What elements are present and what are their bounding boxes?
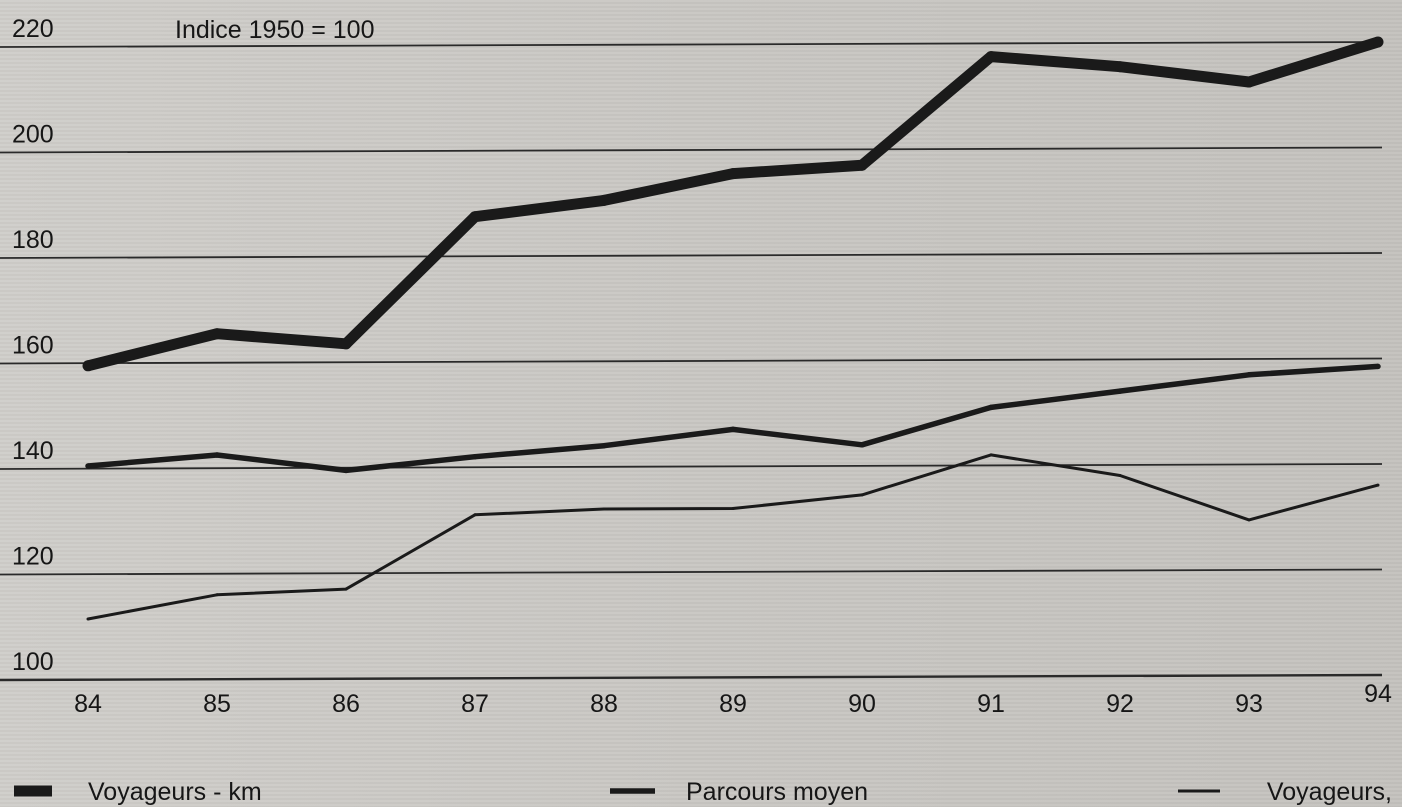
data-point-thick-93 (1243, 76, 1255, 88)
x-tick-label-89: 89 (719, 690, 747, 718)
gridline-220 (0, 41, 1383, 48)
x-tick-label-85: 85 (203, 690, 231, 718)
data-point-thick-86 (340, 338, 352, 350)
x-tick-label-88: 88 (590, 690, 618, 718)
data-point-thin-88 (602, 507, 606, 511)
data-point-medium-87 (472, 453, 478, 460)
x-tick-label-84: 84 (74, 690, 102, 718)
legend-label-thick: Voyageurs - km (88, 778, 262, 806)
gridline-160 (0, 357, 1383, 365)
data-point-thick-88 (598, 194, 610, 206)
series-line-thin (87, 453, 1379, 621)
y-tick-label-180: 180 (12, 226, 54, 254)
gridline-140 (0, 463, 1383, 470)
data-point-thick-91 (985, 51, 997, 63)
x-tick-label-91: 91 (977, 690, 1005, 718)
series-line-thick (86, 36, 1380, 372)
x-tick-label-90: 90 (848, 690, 876, 718)
legend-label-thin: Voyageurs, (1267, 778, 1392, 806)
data-point-thick-84 (82, 360, 94, 372)
gridline-180 (0, 252, 1383, 259)
data-point-thick-90 (856, 159, 868, 171)
gridline-200 (0, 146, 1383, 154)
x-tick-label-93: 93 (1235, 690, 1263, 718)
x-tick-label-92: 92 (1106, 690, 1134, 718)
y-tick-label-120: 120 (12, 543, 54, 571)
data-point-thin-89 (731, 507, 735, 510)
y-tick-label-220: 220 (12, 15, 54, 43)
y-tick-label-140: 140 (12, 437, 54, 465)
data-point-thin-84 (86, 617, 90, 621)
x-axis-tick-labels: 84 85 86 87 88 89 90 91 92 93 94 (74, 680, 1392, 718)
data-point-thin-91 (989, 453, 993, 457)
legend-label-medium: Parcours moyen (686, 778, 868, 806)
x-tick-label-86: 86 (332, 690, 360, 718)
data-point-thick-94 (1372, 36, 1384, 48)
data-point-thin-92 (1118, 474, 1122, 477)
y-tick-label-100: 100 (12, 648, 54, 676)
x-tick-label-94: 94 (1364, 680, 1392, 708)
series-medium (85, 363, 1381, 474)
gridlines (0, 41, 1383, 682)
y-axis-tick-labels: 220 200 180 160 140 120 100 (12, 15, 54, 676)
data-point-thin-90 (860, 493, 864, 497)
data-point-medium-89 (730, 426, 736, 433)
data-point-medium-86 (343, 467, 349, 474)
data-point-thick-85 (211, 328, 223, 340)
data-point-thick-89 (727, 168, 739, 180)
data-point-medium-85 (214, 452, 220, 458)
data-point-medium-92 (1117, 388, 1123, 394)
index-note: Indice 1950 = 100 (175, 16, 374, 44)
data-point-thin-94 (1376, 483, 1380, 487)
data-point-thin-93 (1247, 518, 1251, 522)
x-tick-label-87: 87 (461, 690, 489, 718)
data-point-thick-92 (1114, 61, 1126, 73)
data-point-medium-91 (988, 404, 994, 411)
data-point-medium-94 (1375, 363, 1381, 370)
series-lines (82, 36, 1384, 621)
data-point-medium-93 (1246, 372, 1252, 378)
y-tick-label-160: 160 (12, 332, 54, 360)
gridline-120 (0, 568, 1383, 576)
data-point-medium-90 (859, 442, 865, 448)
data-point-medium-88 (601, 442, 607, 449)
series-line-medium (87, 363, 1379, 474)
data-point-medium-84 (85, 463, 91, 469)
gridline-100 (0, 673, 1383, 682)
data-point-thin-87 (473, 513, 477, 517)
legend: Voyageurs - km Parcours moyen Voyageurs, (14, 778, 1392, 806)
data-point-thick-87 (469, 211, 481, 223)
y-tick-label-200: 200 (12, 121, 54, 149)
series-thin (86, 453, 1380, 621)
series-thick (82, 36, 1384, 372)
data-point-thin-86 (344, 587, 348, 591)
data-point-thin-85 (215, 593, 219, 597)
